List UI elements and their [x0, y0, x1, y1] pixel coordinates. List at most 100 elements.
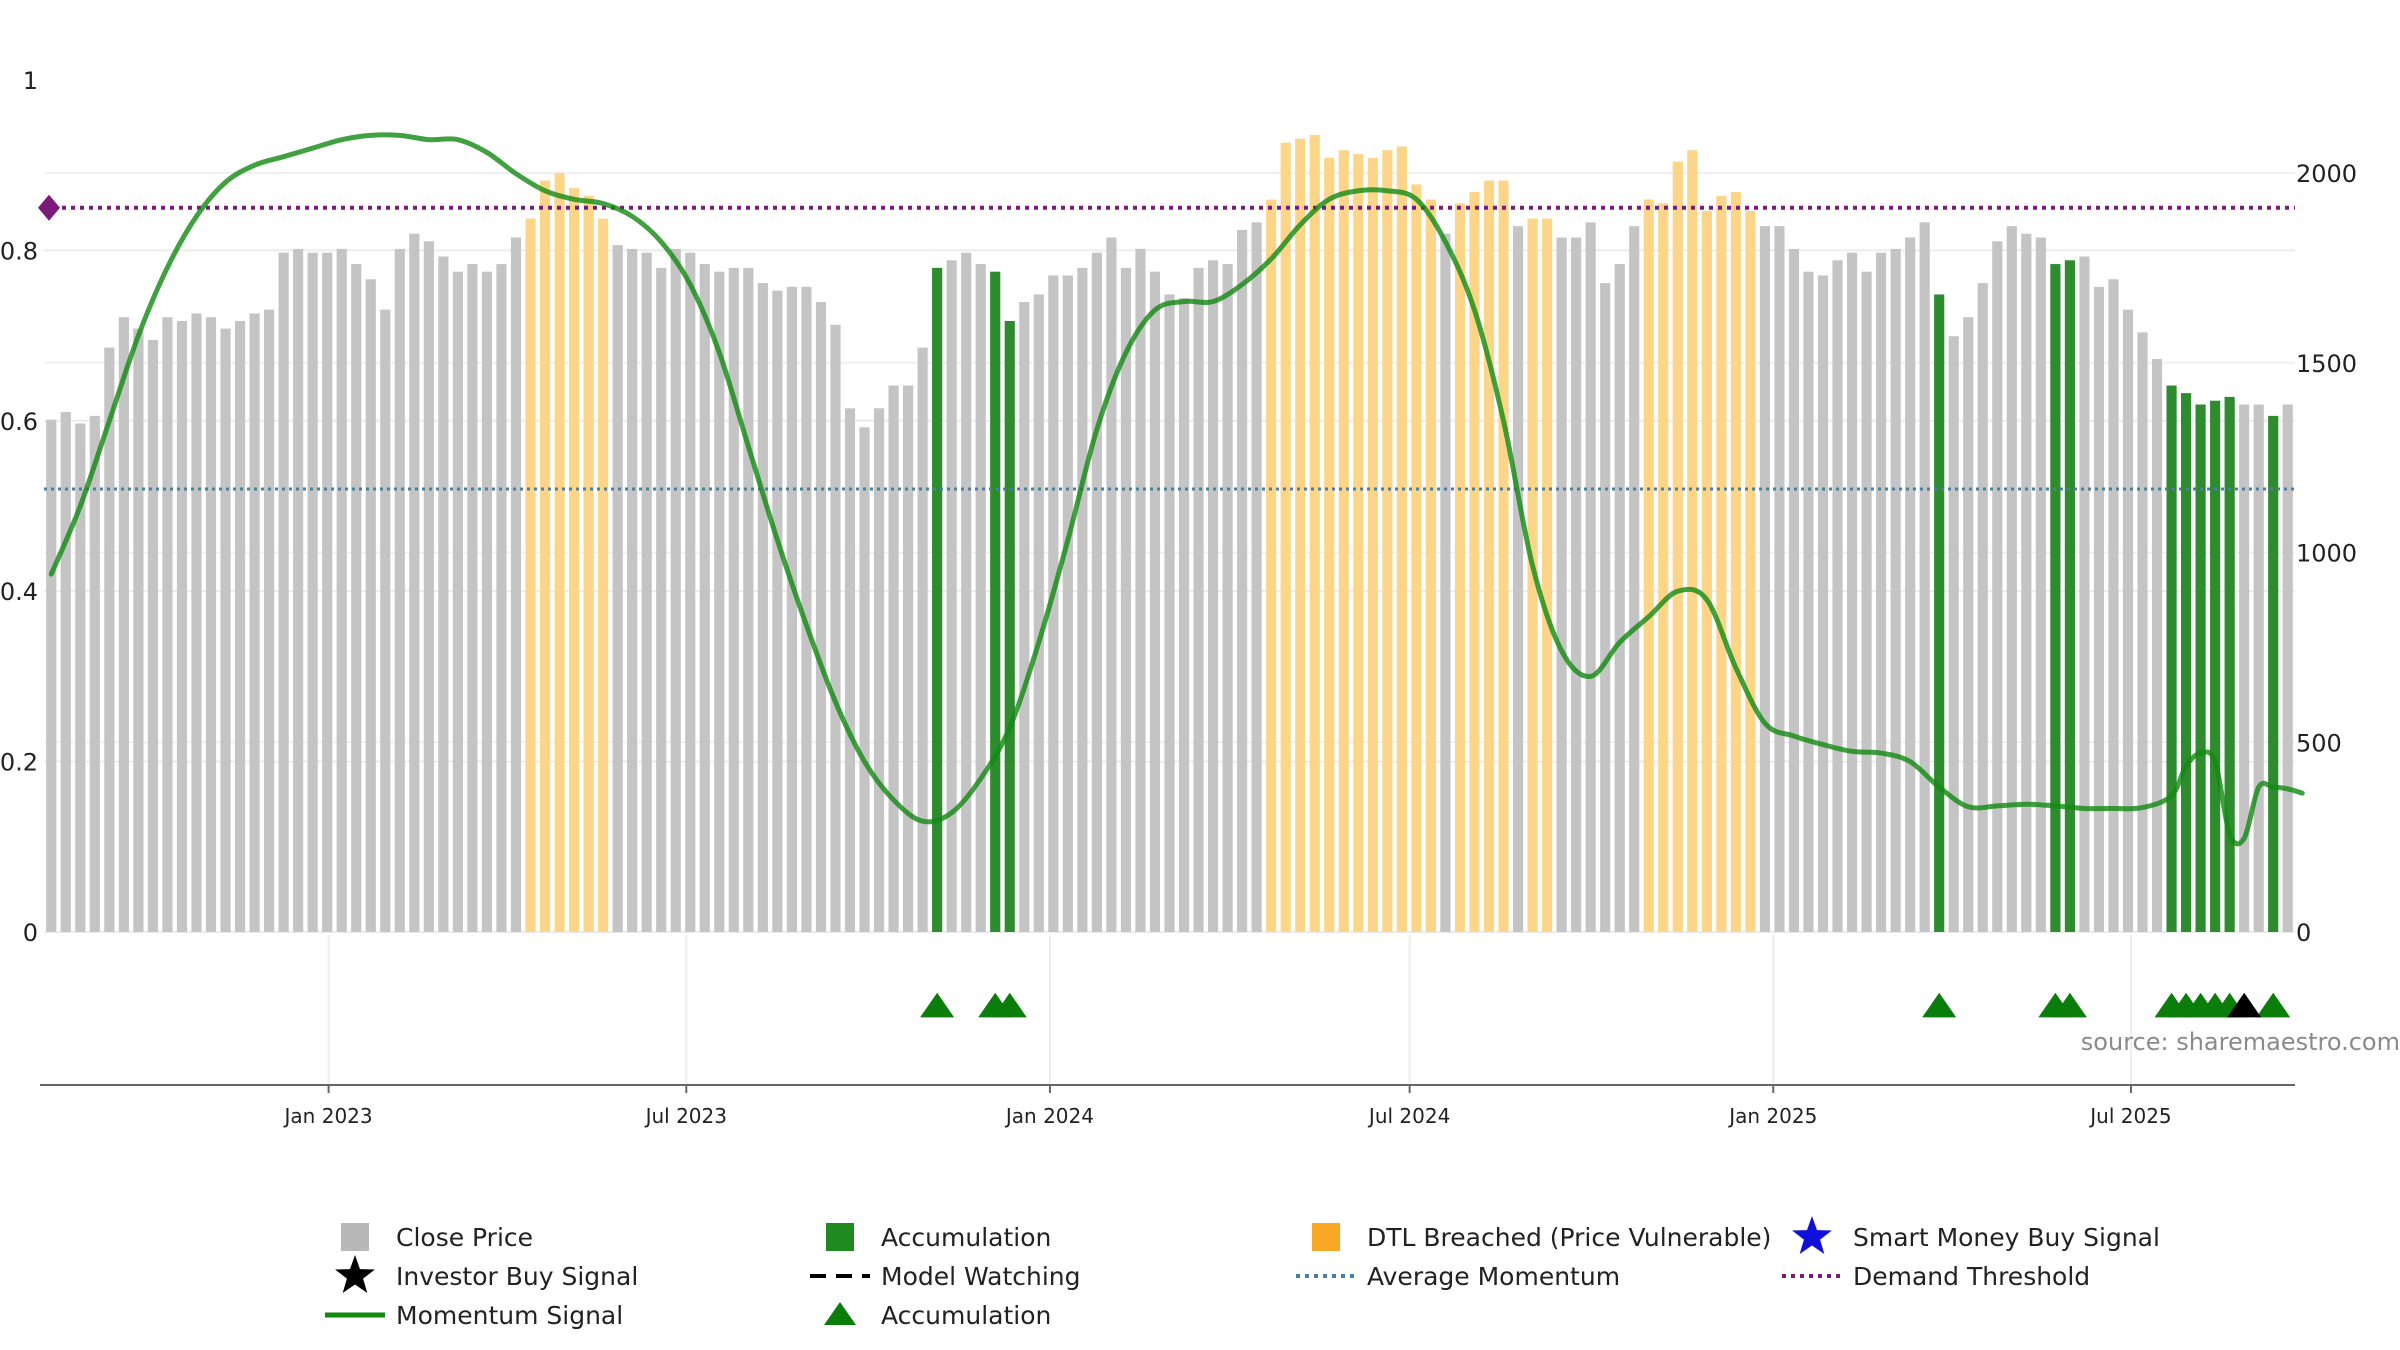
right-tick-label: 0	[2296, 919, 2311, 947]
bar	[859, 427, 870, 932]
accumulation-marker	[920, 992, 955, 1018]
legend-label: Accumulation	[881, 1301, 1051, 1330]
bar	[1048, 275, 1059, 933]
bar	[2064, 260, 2075, 932]
investor-signal-marker	[2227, 992, 2262, 1018]
bar	[2195, 404, 2206, 932]
bar	[525, 218, 536, 933]
bar	[2050, 264, 2061, 933]
bar	[2180, 393, 2192, 932]
bar	[147, 339, 159, 933]
bar	[2268, 415, 2279, 932]
bar	[278, 252, 289, 932]
bar	[2122, 309, 2134, 932]
x-tick-label: Jan 2025	[1727, 1104, 1817, 1128]
bar-series	[46, 135, 2293, 933]
right-tick-label: 1500	[2296, 350, 2357, 378]
bar	[1033, 294, 1044, 932]
bar	[1585, 222, 1596, 932]
bar	[1963, 317, 1974, 933]
bar	[293, 248, 304, 932]
bar	[394, 248, 405, 932]
left-tick-label: 0	[23, 919, 38, 947]
bar	[1193, 267, 1204, 932]
bar	[1629, 226, 1640, 932]
bar	[1251, 222, 1262, 932]
bar	[75, 423, 86, 932]
accumulation-marker	[2256, 992, 2291, 1018]
bar	[786, 286, 797, 933]
bar	[1091, 252, 1102, 932]
bar	[1266, 199, 1277, 932]
bar	[685, 252, 696, 932]
bar	[975, 264, 986, 933]
bar	[1396, 146, 1407, 932]
bar	[1207, 260, 1219, 932]
bar	[656, 267, 667, 932]
bar	[2166, 385, 2177, 932]
legend-label: DTL Breached (Price Vulnerable)	[1367, 1223, 1771, 1252]
bar	[1324, 157, 1335, 932]
bar	[2151, 358, 2163, 933]
bar	[990, 271, 1001, 932]
bar	[220, 328, 231, 933]
legend-label: Close Price	[396, 1223, 533, 1252]
bar	[1178, 298, 1190, 932]
bar	[1919, 222, 1930, 932]
bar	[365, 279, 376, 932]
threshold-diamond	[38, 194, 60, 221]
bar	[1454, 203, 1466, 933]
axes: 0 0.2 0.4 0.6 0.8 1 0 500 1000 1500 2000 Jan 2023 Ju…	[0, 67, 2357, 1128]
legend-label: Accumulation	[881, 1223, 1051, 1252]
x-tick-label: Jan 2024	[1004, 1104, 1094, 1128]
bar	[699, 264, 710, 933]
legend: Close Price Accumulation DTL Breached (Pri…	[325, 1216, 2160, 1330]
bar	[1019, 302, 1030, 932]
bar	[1411, 184, 1422, 932]
bar	[946, 260, 957, 932]
bar	[249, 313, 260, 932]
bar	[612, 245, 623, 933]
bar	[772, 290, 783, 932]
bar	[2224, 396, 2235, 932]
bar	[670, 248, 681, 932]
bar	[2210, 400, 2221, 932]
legend-star	[335, 1255, 375, 1293]
bar	[1425, 199, 1436, 932]
bar	[205, 317, 217, 933]
legend-label: Model Watching	[881, 1262, 1081, 1291]
bar	[2021, 233, 2032, 933]
bar	[728, 267, 739, 932]
bar	[844, 408, 856, 932]
bar	[264, 309, 275, 932]
bar	[191, 313, 202, 932]
bar	[2006, 226, 2017, 932]
bar	[917, 347, 928, 932]
bar	[539, 180, 551, 933]
bar	[1658, 203, 1669, 933]
right-tick-label: 2000	[2296, 160, 2357, 188]
bar	[1788, 248, 1800, 932]
bar	[1164, 294, 1175, 932]
bar	[1062, 275, 1073, 933]
legend-label: Investor Buy Signal	[396, 1262, 638, 1291]
legend-square	[1312, 1223, 1340, 1251]
bar	[1556, 237, 1567, 932]
bar	[1774, 226, 1785, 932]
bar	[452, 271, 463, 932]
bar	[1295, 138, 1306, 933]
bar	[2239, 404, 2250, 932]
bar	[118, 317, 129, 933]
left-tick-label: 0.8	[0, 237, 38, 265]
bar	[133, 328, 144, 933]
bar	[2093, 286, 2105, 933]
bar	[322, 252, 333, 932]
bar	[1483, 180, 1495, 933]
left-tick-label: 0.4	[0, 578, 38, 606]
left-tick-label: 0.2	[0, 749, 38, 777]
x-tick-label: Jul 2023	[644, 1104, 727, 1128]
bar	[641, 252, 652, 932]
right-tick-label: 1000	[2296, 540, 2357, 568]
right-tick-label: 500	[2296, 729, 2342, 757]
bar	[1672, 161, 1683, 933]
